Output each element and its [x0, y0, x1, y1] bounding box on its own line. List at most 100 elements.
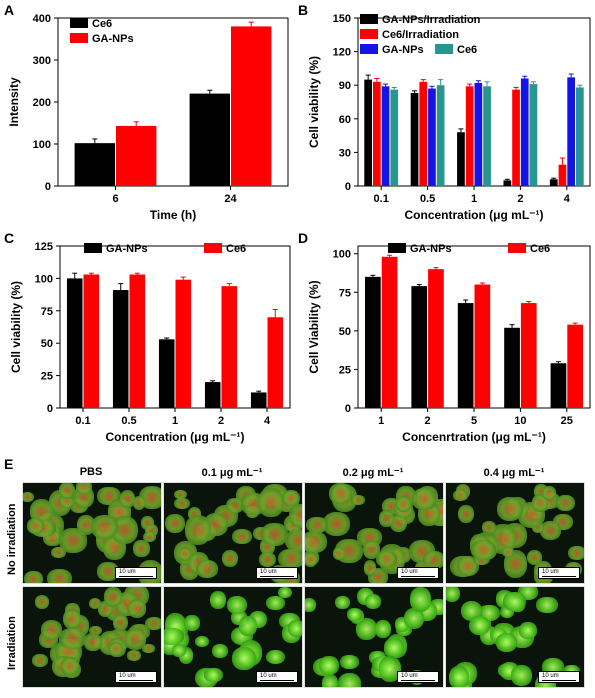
scale-bar: 10 um: [115, 567, 157, 579]
legend-label: GA-NPs: [410, 243, 452, 255]
cell-blob: [284, 528, 302, 553]
y-tick-label: 120: [333, 47, 351, 59]
cell-blob: [29, 499, 53, 524]
cell-blob: [332, 547, 346, 560]
panel-label-c: C: [4, 230, 15, 246]
legend-label: GA-NPs: [106, 243, 148, 255]
x-tick-label: 24: [224, 193, 237, 205]
y-tick-label: 0: [47, 403, 53, 415]
bar-ce6: [483, 86, 491, 186]
y-axis-label: Cell Viability (%): [307, 280, 321, 373]
x-tick-label: 10: [514, 415, 526, 427]
micrograph-no-irradiation-1: 10 um: [163, 482, 303, 584]
cell-blob: [555, 494, 575, 511]
cell-blob: [164, 627, 184, 646]
scale-bar: 10 um: [538, 671, 580, 683]
y-axis-label: Cell viability (%): [9, 281, 23, 373]
scale-bar: 10 um: [256, 567, 298, 579]
y-tick-label: 0: [345, 403, 351, 415]
cell-blob: [457, 504, 474, 524]
cell-blob: [265, 649, 286, 665]
cell-blob: [127, 650, 142, 661]
bar-ce6: [474, 284, 491, 408]
column-label-pbs: PBS: [79, 466, 103, 478]
cell-blob: [496, 633, 518, 652]
cell-blob: [471, 539, 497, 560]
legend-label: Ce6: [226, 243, 246, 255]
bar-ga-nps: [112, 290, 129, 408]
legend-swatch: [508, 243, 526, 253]
y-tick-label: 60: [339, 114, 351, 126]
legend-label: GA-NPs: [92, 33, 134, 45]
micrograph-no-irradiation-2: 10 um: [304, 482, 444, 584]
scale-bar-line: [542, 576, 576, 577]
cell-blob: [503, 550, 528, 578]
bar-ga-nps: [231, 26, 272, 187]
bar-ce6: [381, 256, 398, 408]
cell-blob: [232, 647, 257, 671]
cell-blob: [266, 595, 285, 610]
cell-blob: [536, 597, 558, 614]
scale-bar-line: [260, 680, 294, 681]
bar-ce6: [267, 317, 284, 408]
cell-blob: [542, 486, 557, 500]
bar-ga-nps: [550, 363, 567, 408]
x-tick-label: 6: [112, 193, 118, 205]
cell-blob: [112, 613, 129, 632]
cell-blob: [239, 616, 257, 637]
cell-blob: [305, 551, 317, 567]
y-tick-label: 200: [33, 97, 51, 109]
y-axis-label: Cell viability (%): [307, 56, 321, 148]
bar-ga-nps-irradiation: [364, 79, 372, 186]
cell-blob: [46, 568, 73, 583]
cell-blob: [278, 587, 293, 598]
panel-label-e: E: [4, 456, 14, 472]
y-tick-label: 75: [41, 306, 53, 318]
cell-blob: [355, 618, 378, 641]
cell-blob: [379, 509, 395, 527]
cell-blob: [319, 656, 340, 676]
micrograph-irradiation-1: 10 um: [163, 586, 303, 688]
bar-ga-nps: [66, 278, 83, 408]
scale-bar-line: [119, 680, 153, 681]
y-tick-label: 100: [35, 273, 53, 285]
y-tick-label: 300: [33, 55, 51, 67]
scale-bar-line: [401, 680, 435, 681]
bar-ce6: [221, 286, 238, 408]
cell-blob: [108, 642, 124, 656]
bar-ce6: [520, 303, 537, 408]
bar-ga-nps: [474, 82, 483, 186]
y-tick-label: 100: [33, 139, 51, 151]
panel-label-b: B: [298, 2, 309, 18]
panel-label-d: D: [298, 230, 309, 246]
cell-blob: [258, 487, 284, 518]
cell-blob: [212, 643, 229, 658]
cell-blob: [127, 599, 147, 618]
cell-blob: [210, 591, 227, 610]
cell-blob: [452, 490, 468, 501]
chart-b-cell-viability: 0 30 60 90 120 150 0.1 0.5 1 2 4 Concentration (μg …: [307, 13, 591, 222]
cell-blob: [532, 521, 545, 534]
cell-blob: [165, 513, 186, 533]
bar-ce6: [175, 279, 192, 408]
legend-swatch: [388, 243, 406, 253]
cell-blob: [125, 628, 147, 650]
x-axis-label: Concentration (μg mL⁻¹): [405, 208, 544, 222]
bar-ga-nps: [250, 392, 267, 408]
cell-blob: [289, 504, 302, 529]
cell-blob: [221, 549, 239, 568]
y-tick-label: 400: [33, 13, 51, 25]
legend-label: GA-NPs/Irradiation: [382, 14, 481, 26]
cell-blob: [96, 562, 119, 581]
legend-swatch: [70, 18, 88, 28]
y-tick-label: 0: [45, 181, 51, 193]
cell-blob: [375, 551, 398, 567]
scale-bar-label: 10 um: [260, 569, 277, 575]
bar-ce6: [74, 143, 115, 186]
cell-blob: [540, 521, 562, 540]
bar-ce6: [129, 274, 146, 408]
y-tick-label: 50: [41, 338, 53, 350]
cell-blob: [194, 635, 209, 647]
cell-blob: [24, 570, 43, 583]
